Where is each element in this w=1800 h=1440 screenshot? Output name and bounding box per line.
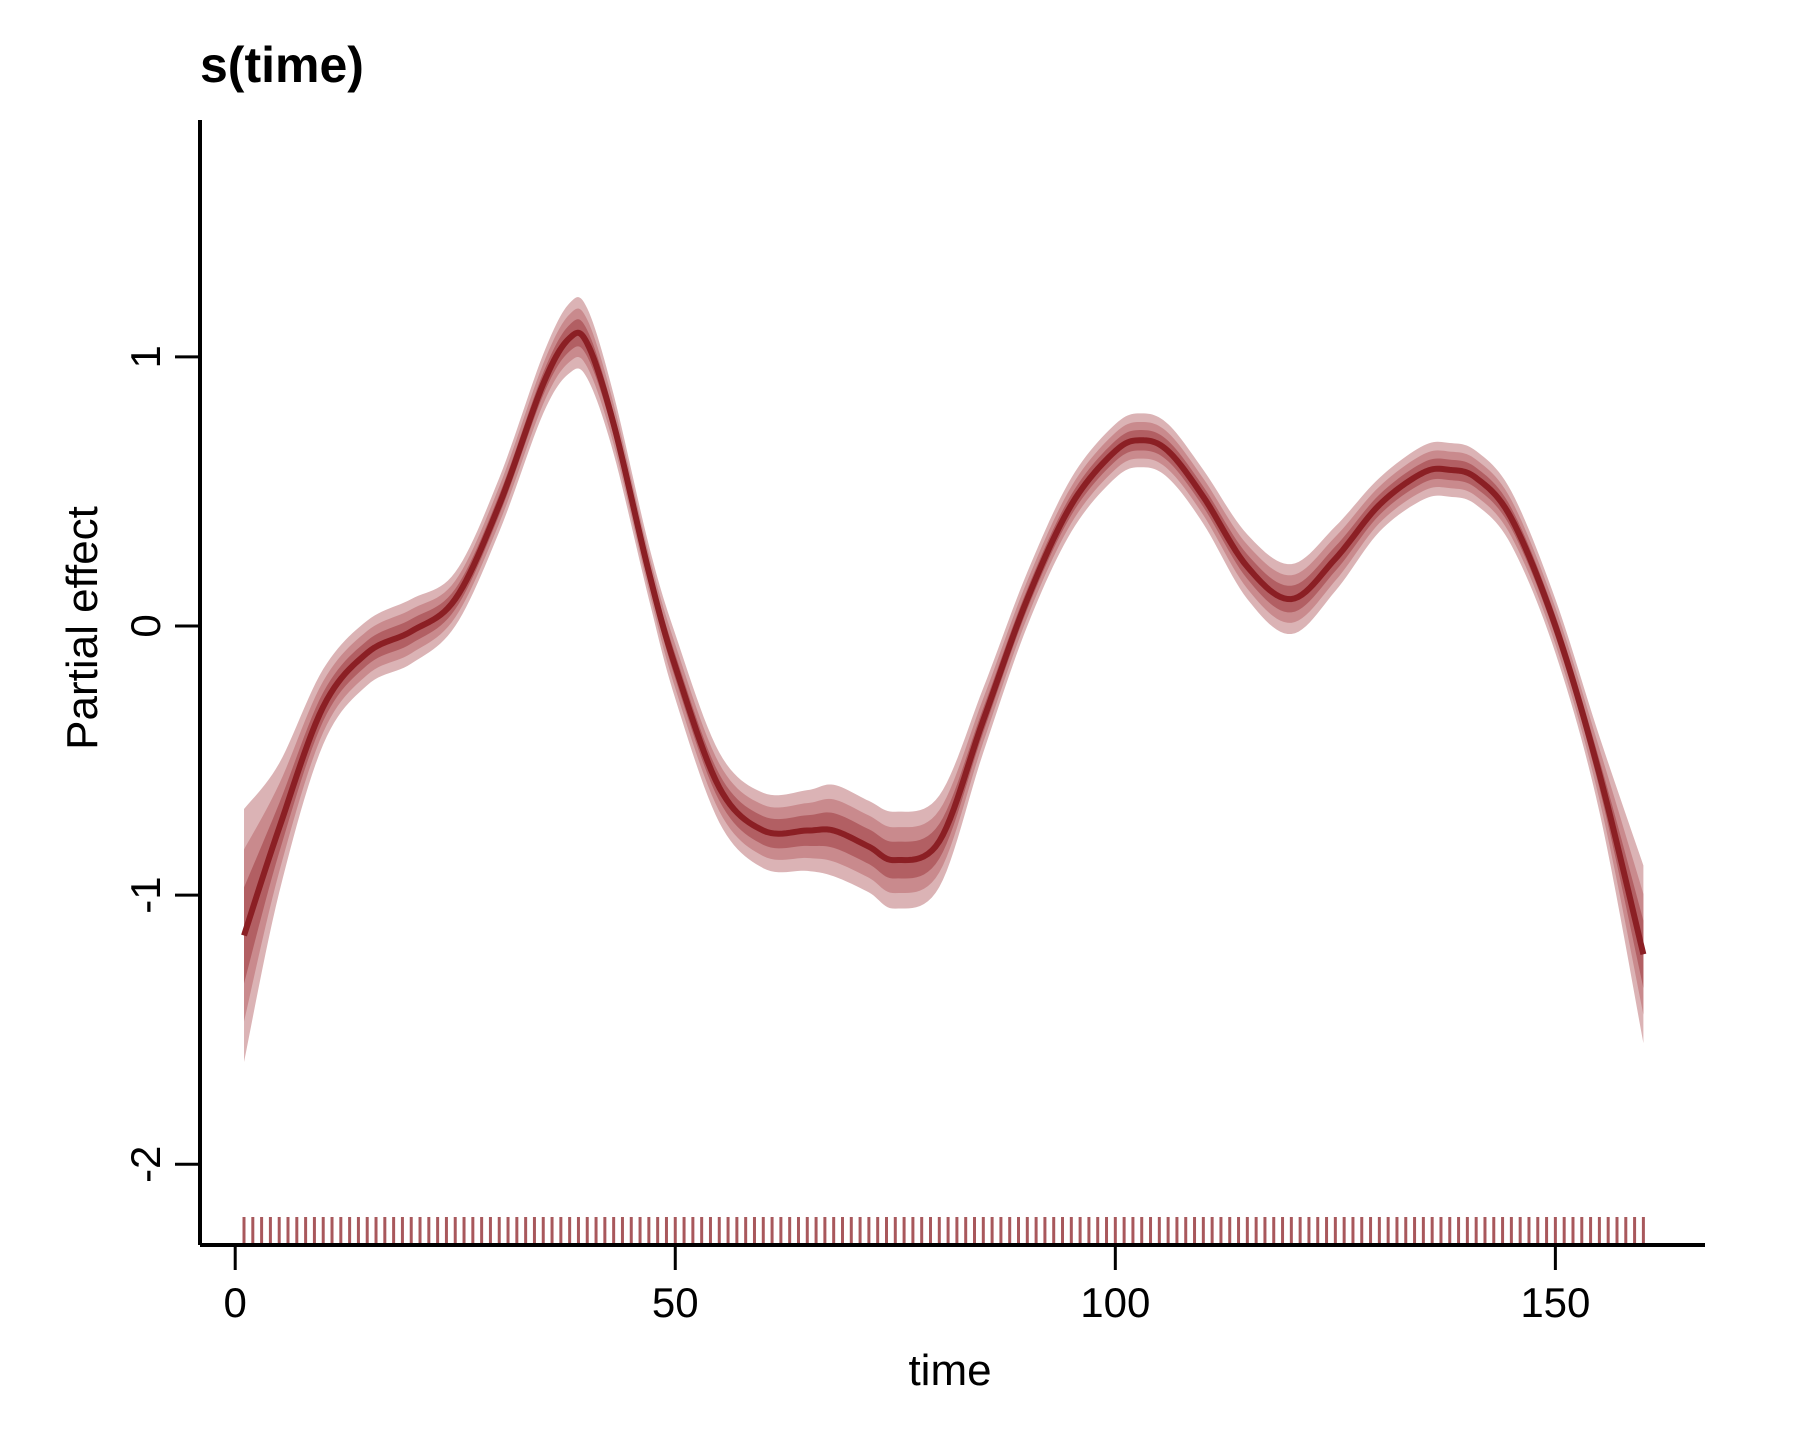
x-axis-ticks: 0 50 100 150 bbox=[224, 1245, 1590, 1326]
confidence-bands bbox=[244, 297, 1644, 1062]
x-axis-label: time bbox=[908, 1346, 991, 1395]
y-tick-label: -1 bbox=[122, 876, 169, 913]
axes bbox=[198, 120, 1705, 1247]
y-tick-label: 0 bbox=[122, 614, 169, 637]
x-tick-label: 0 bbox=[224, 1279, 247, 1326]
band-middle bbox=[244, 308, 1644, 1022]
chart-title: s(time) bbox=[200, 37, 364, 93]
x-tick-label: 100 bbox=[1080, 1279, 1150, 1326]
rug-marks bbox=[242, 1217, 1645, 1245]
x-tick-label: 150 bbox=[1520, 1279, 1590, 1326]
y-axis-ticks: -2 -1 0 1 bbox=[122, 345, 200, 1183]
x-tick-label: 50 bbox=[652, 1279, 699, 1326]
smooth-effect-line bbox=[241, 329, 1647, 956]
y-tick-label: -2 bbox=[122, 1146, 169, 1183]
y-tick-label: 1 bbox=[122, 345, 169, 368]
y-axis-label: Partial effect bbox=[58, 506, 107, 750]
band-outer bbox=[244, 297, 1644, 1062]
band-inner bbox=[244, 319, 1644, 989]
